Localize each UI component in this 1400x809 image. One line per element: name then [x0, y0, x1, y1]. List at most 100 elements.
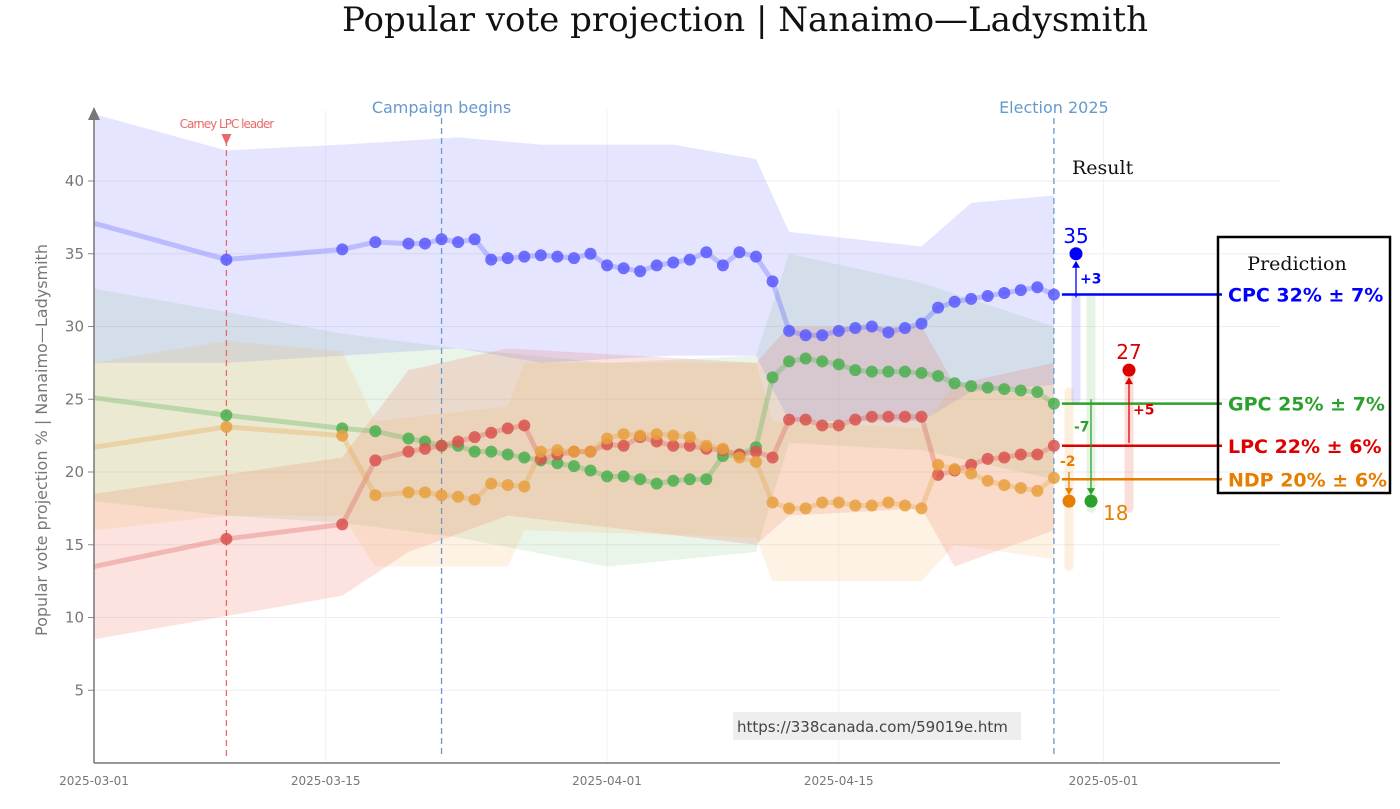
data-point-ndp: [832, 496, 845, 509]
data-point-lpc: [898, 410, 911, 423]
y-axis-arrow-icon: [88, 107, 100, 120]
data-point-gpc: [915, 367, 928, 380]
data-point-ndp: [733, 451, 746, 464]
data-point-cpc: [419, 237, 431, 250]
y-tick-label: 20: [65, 463, 84, 481]
band-cpc: [94, 114, 1054, 422]
data-point-lpc: [1047, 439, 1060, 452]
data-point-cpc: [650, 259, 663, 272]
data-point-cpc: [750, 250, 762, 263]
data-point-gpc: [965, 380, 978, 393]
watermark: https://338canada.com/59019e.htm: [737, 718, 1008, 736]
data-point-gpc: [551, 457, 564, 470]
result-change-ndp: -2: [1060, 454, 1076, 470]
data-point-cpc: [220, 253, 233, 266]
data-point-lpc: [1031, 448, 1044, 461]
data-point-ndp: [419, 486, 431, 499]
data-point-gpc: [783, 355, 796, 368]
data-point-lpc: [617, 439, 630, 452]
data-point-gpc: [369, 425, 382, 438]
data-point-lpc: [882, 410, 895, 423]
data-point-lpc: [435, 439, 448, 452]
data-point-ndp: [865, 499, 878, 512]
data-point-cpc: [898, 321, 911, 334]
prediction-text-ndp: NDP 20% ± 6%: [1228, 469, 1387, 491]
data-point-ndp: [567, 445, 580, 458]
y-tick-label: 25: [65, 390, 84, 408]
result-value-cpc: 35: [1063, 224, 1088, 248]
result-value-lpc: 27: [1116, 340, 1141, 364]
data-point-gpc: [948, 377, 961, 390]
x-tick-label: 2025-05-01: [1069, 774, 1139, 788]
data-point-gpc: [816, 355, 829, 368]
data-point-gpc: [981, 381, 994, 394]
data-point-ndp: [1014, 482, 1027, 495]
data-point-ndp: [1031, 484, 1044, 497]
x-tick-label: 2025-04-01: [572, 774, 642, 788]
data-point-lpc: [783, 413, 796, 426]
prediction-text-cpc: CPC 32% ± 7%: [1228, 284, 1383, 306]
data-point-cpc: [700, 246, 713, 259]
prediction-title: Prediction: [1247, 253, 1346, 275]
data-point-lpc: [468, 431, 481, 444]
data-point-ndp: [998, 479, 1011, 492]
data-point-lpc: [452, 435, 465, 448]
data-point-gpc: [998, 383, 1011, 396]
data-point-ndp: [816, 496, 829, 509]
data-point-ndp: [882, 496, 895, 509]
data-point-cpc: [369, 236, 382, 249]
arrow-head-icon: [1087, 488, 1095, 496]
data-point-gpc: [1014, 384, 1027, 397]
data-point-lpc: [518, 419, 531, 432]
data-point-gpc: [882, 365, 895, 378]
data-point-cpc: [518, 250, 531, 263]
data-point-cpc: [783, 324, 796, 337]
data-point-lpc: [816, 419, 829, 432]
data-point-ndp: [485, 477, 498, 490]
data-point-cpc: [1047, 288, 1060, 301]
data-point-gpc: [1047, 397, 1060, 410]
data-point-ndp: [948, 463, 961, 476]
data-point-cpc: [402, 237, 415, 250]
data-point-cpc: [567, 252, 580, 265]
data-point-gpc: [1031, 385, 1044, 398]
data-point-gpc: [518, 451, 531, 464]
data-point-cpc: [551, 250, 564, 263]
result-dot-lpc: [1122, 363, 1136, 377]
data-point-cpc: [816, 329, 829, 342]
data-point-gpc: [485, 445, 498, 458]
data-point-ndp: [402, 486, 415, 499]
data-point-ndp: [716, 442, 729, 455]
data-point-cpc: [932, 301, 945, 314]
data-point-cpc: [534, 249, 547, 262]
data-point-cpc: [452, 236, 465, 249]
data-point-cpc: [733, 246, 746, 259]
result-change-cpc: +3: [1080, 272, 1101, 288]
data-point-gpc: [601, 470, 614, 483]
data-point-gpc: [898, 365, 911, 378]
data-point-lpc: [220, 532, 233, 545]
data-point-cpc: [981, 289, 994, 302]
data-point-cpc: [336, 243, 349, 256]
data-point-cpc: [832, 324, 845, 337]
data-point-lpc: [981, 452, 994, 465]
data-point-lpc: [336, 518, 349, 531]
data-point-cpc: [601, 259, 614, 272]
data-point-ndp: [700, 439, 713, 452]
data-point-cpc: [1014, 284, 1027, 297]
data-point-cpc: [948, 295, 961, 308]
data-point-ndp: [783, 502, 796, 515]
data-point-lpc: [832, 419, 845, 432]
data-point-cpc: [501, 252, 514, 265]
data-point-cpc: [865, 320, 878, 333]
data-point-lpc: [766, 451, 779, 464]
result-label: Result: [1072, 157, 1134, 179]
data-point-gpc: [932, 369, 945, 382]
data-point-ndp: [220, 420, 233, 433]
data-point-cpc: [716, 259, 729, 272]
y-tick-label: 35: [65, 245, 84, 263]
data-point-ndp: [965, 467, 978, 480]
result-change-gpc: -7: [1074, 419, 1090, 435]
result-value-gpc: 18: [1103, 501, 1128, 525]
data-point-ndp: [601, 432, 614, 445]
